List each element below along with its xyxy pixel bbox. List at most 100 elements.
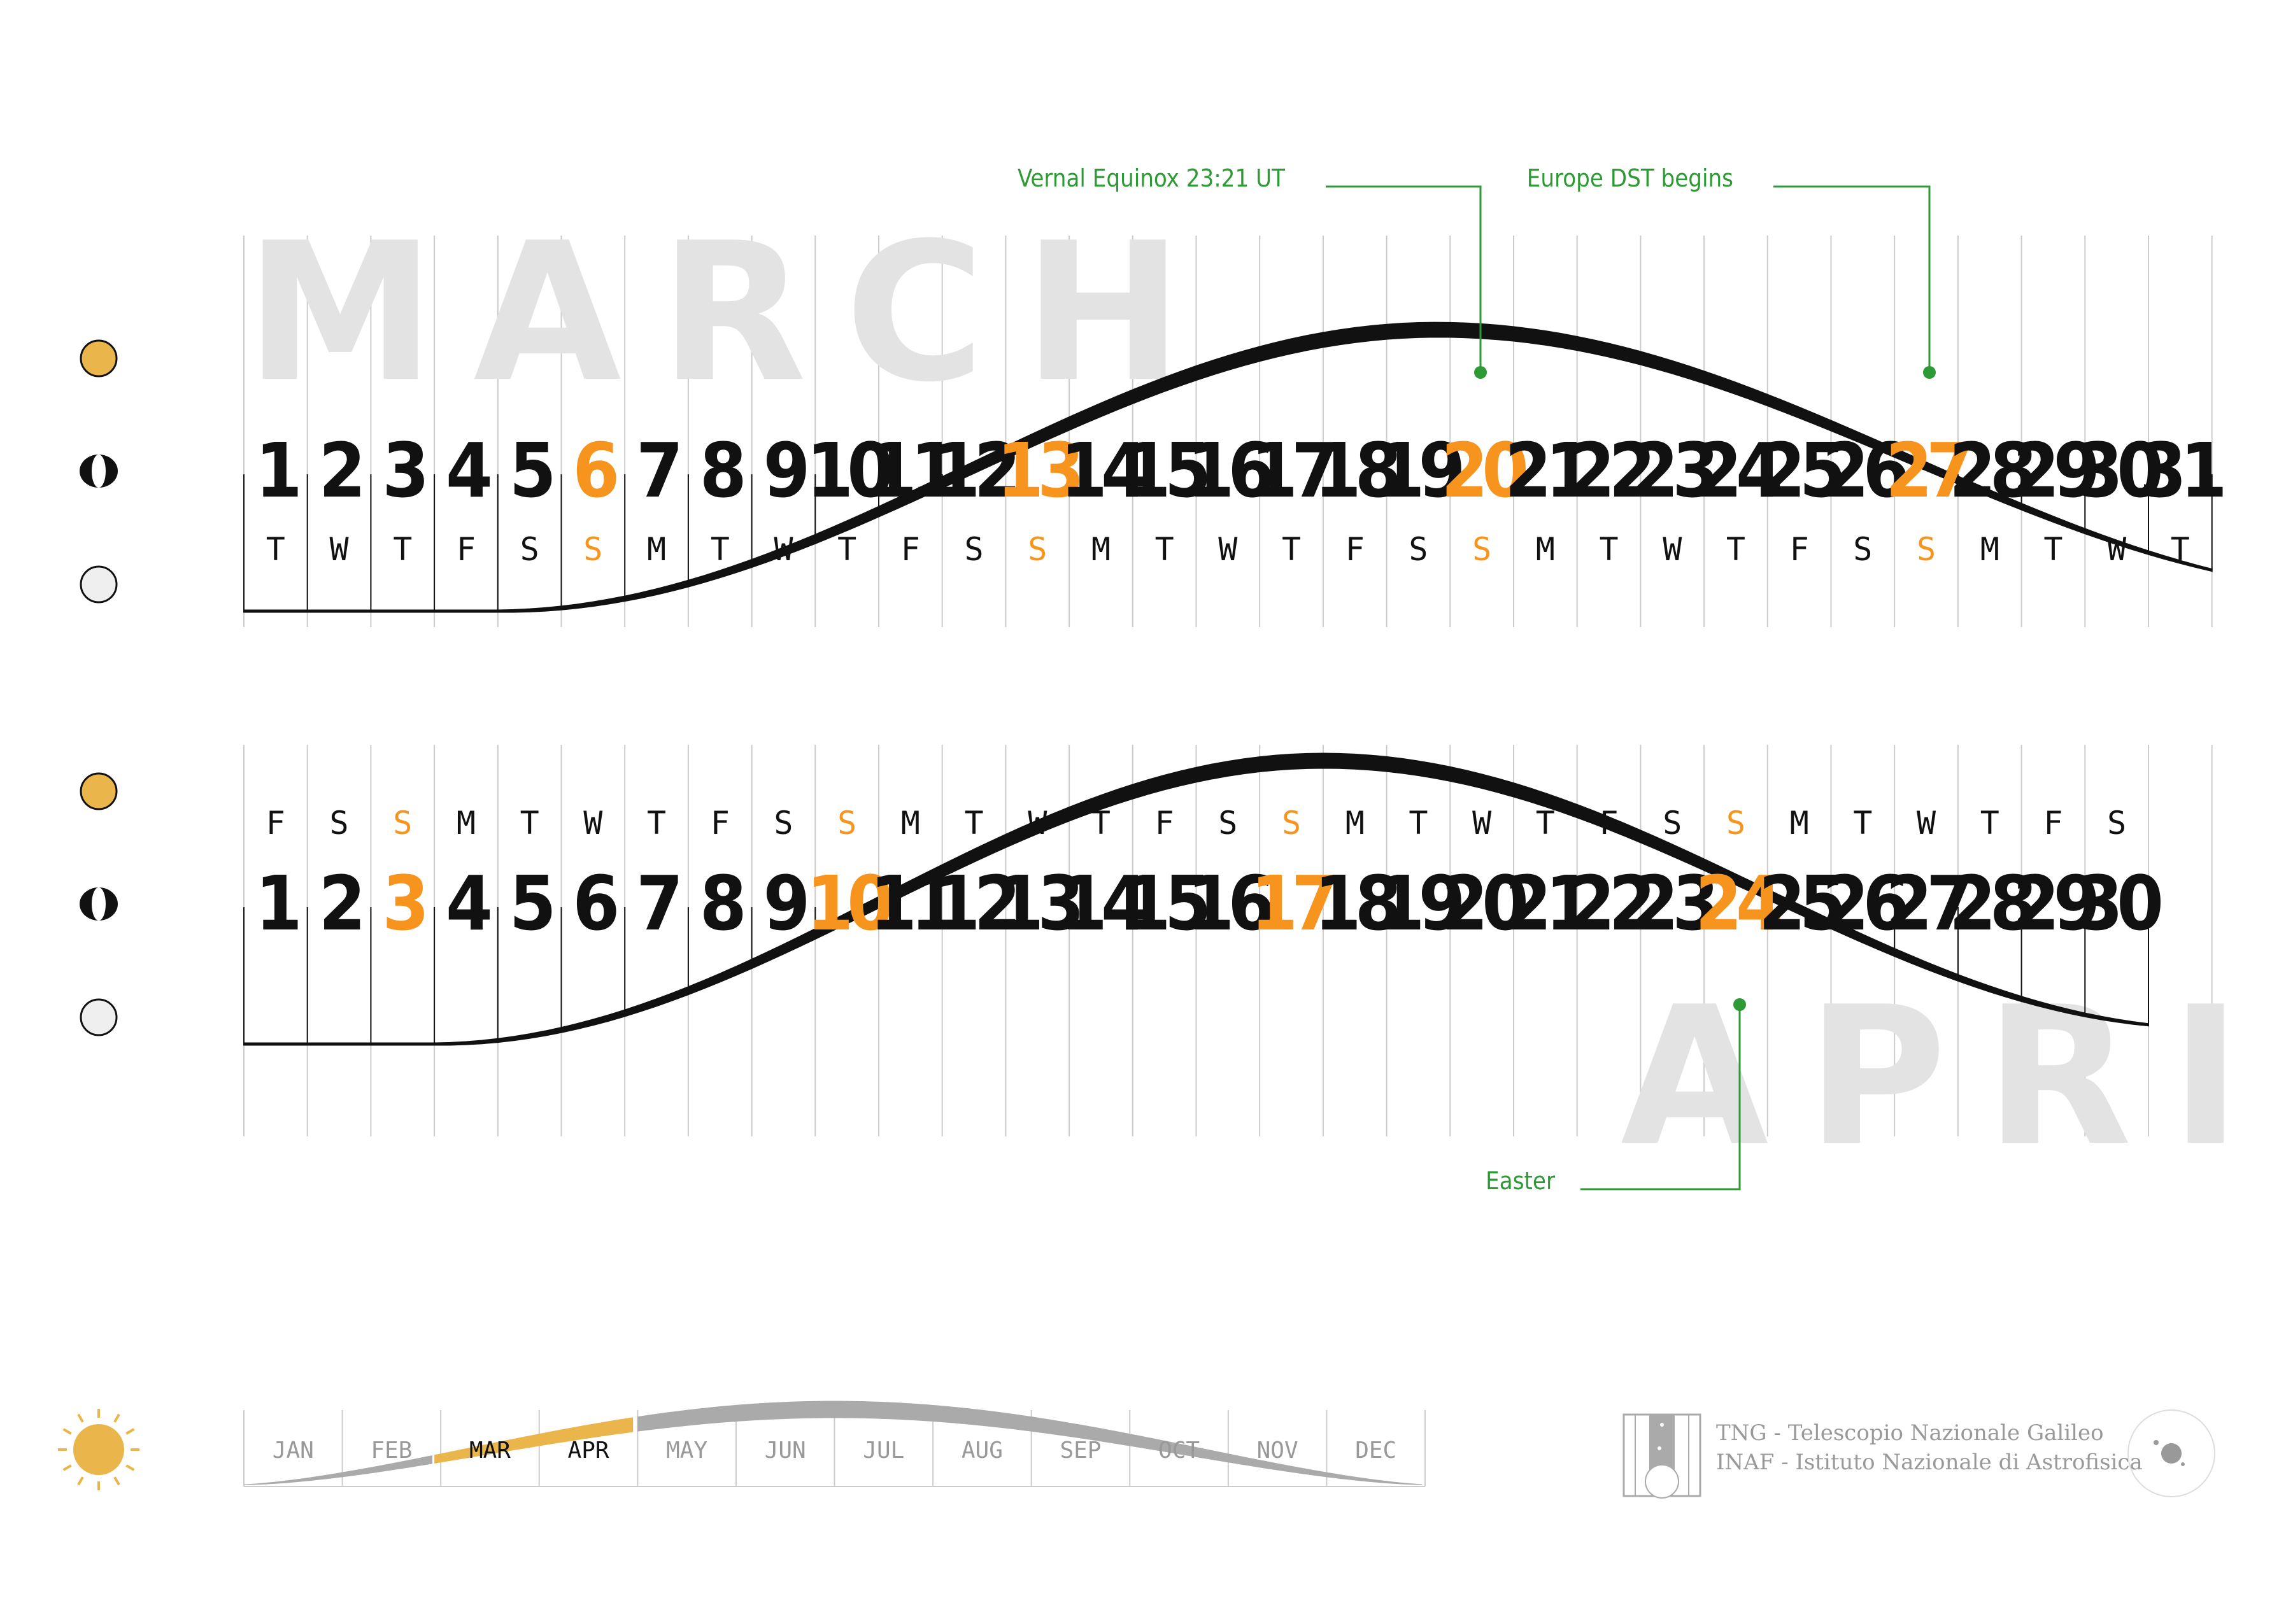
weekday-letter: W [1663, 531, 1682, 568]
day-number: 5 [509, 427, 552, 514]
day-number: 6 [572, 859, 616, 947]
day-number: 12 [934, 859, 1016, 947]
month-tab-jul[interactable]: JUL [863, 1437, 904, 1464]
day-number: 19 [1378, 427, 1462, 514]
day-number: 8 [700, 427, 743, 514]
day-number: 11 [870, 427, 953, 514]
day-number: 20 [1441, 859, 1526, 947]
weekday-letter: F [901, 531, 920, 568]
weekday-letter: W [583, 805, 603, 842]
month-tab-may[interactable]: MAY [666, 1437, 707, 1464]
day-number: 24 [1695, 427, 1780, 514]
weekday-letter: F [1599, 805, 1618, 842]
day-number: 4 [446, 859, 490, 947]
day-number: 13 [997, 427, 1079, 514]
weekday-letter: S [2107, 805, 2126, 842]
day-number: 20 [1441, 427, 1526, 514]
day-number: 18 [1314, 859, 1398, 947]
institution-line-1: TNG - Telescopio Nazionale Galileo [1716, 1420, 2104, 1446]
day-number: 7 [636, 859, 678, 947]
weekday-letter: S [1472, 531, 1491, 568]
weekday-letter: T [1536, 805, 1555, 842]
day-number: 17 [1251, 427, 1333, 514]
day-number: 21 [1505, 859, 1588, 947]
day-number: 25 [1759, 427, 1842, 514]
weekday-letter: T [1155, 531, 1174, 568]
year-strip: JAN FEB MAR APR MAY JUN JUL AUG SEP OCT NOV DEC [243, 1401, 1426, 1487]
month-tab-apr[interactable]: APR [568, 1437, 609, 1464]
month-tab-mar[interactable]: MAR [469, 1437, 511, 1464]
weekday-letter: F [266, 805, 285, 842]
sun-icon [58, 1409, 139, 1490]
april-day-row: 1F2S3S4M5T6W7T8F9S10S11M12T13W14T15F16S1… [255, 805, 2167, 947]
day-number: 22 [1568, 859, 1651, 947]
full-moon-icon [80, 772, 118, 810]
full-moon-icon [80, 339, 118, 378]
weekday-letter: S [1726, 805, 1745, 842]
weekday-letter: T [266, 531, 285, 568]
month-tab-jun[interactable]: JUN [765, 1437, 806, 1464]
weekday-letter: W [774, 531, 793, 568]
day-number: 30 [2076, 859, 2161, 947]
weekday-letter: M [901, 805, 920, 842]
day-number: 23 [1631, 427, 1714, 514]
month-tab-sep[interactable]: SEP [1060, 1437, 1101, 1464]
weekday-letter: T [647, 805, 666, 842]
month-tab-aug[interactable]: AUG [962, 1437, 1003, 1464]
day-number: 26 [1822, 859, 1906, 947]
weekday-letter: S [964, 531, 983, 568]
new-moon-icon [80, 998, 118, 1036]
day-number: 10 [806, 859, 891, 947]
weekday-letter: F [2043, 805, 2062, 842]
weekday-letter: F [1790, 531, 1809, 568]
moon-illumination-band [243, 752, 2149, 1046]
weekday-letter: T [1726, 531, 1745, 568]
day-number: 11 [870, 859, 953, 947]
weekday-letter: M [1345, 805, 1365, 842]
weekday-letter: S [1282, 805, 1301, 842]
weekday-letter: T [711, 531, 730, 568]
day-number: 21 [1505, 427, 1588, 514]
day-number: 23 [1631, 859, 1714, 947]
day-number: 5 [509, 859, 552, 947]
day-number: 19 [1378, 859, 1462, 947]
day-number: 29 [2013, 427, 2097, 514]
day-number: 16 [1187, 427, 1272, 514]
month-tab-oct[interactable]: OCT [1158, 1437, 1200, 1464]
weekday-letter: S [1409, 531, 1428, 568]
equinox-label: Vernal Equinox 23:21 UT [1018, 164, 1285, 192]
weekday-letter: W [2107, 531, 2127, 568]
dst-marker [1923, 366, 1936, 379]
day-number: 3 [382, 859, 424, 947]
month-tab-dec[interactable]: DEC [1355, 1437, 1396, 1464]
day-number: 12 [934, 427, 1016, 514]
weekday-letter: S [1663, 805, 1682, 842]
day-number: 1 [255, 859, 298, 947]
day-number: 9 [763, 427, 807, 514]
march-grid [243, 236, 2213, 627]
month-tab-nov[interactable]: NOV [1257, 1437, 1298, 1464]
day-number: 26 [1822, 427, 1906, 514]
weekday-letter: T [1409, 805, 1428, 842]
april-grid [243, 745, 2213, 1136]
weekday-letter: S [1917, 531, 1936, 568]
weekday-letter: T [1980, 805, 1999, 842]
half-moon-icon [80, 455, 118, 488]
weekday-letter: T [964, 805, 983, 842]
april-name-watermark: APRIL [1621, 966, 2279, 1188]
sun-curve-current [434, 1417, 634, 1464]
month-tab-jan[interactable]: JAN [273, 1437, 314, 1464]
day-number: 30 [2076, 427, 2161, 514]
day-number: 27 [1885, 427, 1968, 514]
weekday-letter: T [1282, 531, 1301, 568]
weekday-letter: W [1218, 531, 1238, 568]
april-phase-legend [80, 772, 118, 1036]
day-number: 16 [1187, 859, 1272, 947]
day-number: 18 [1314, 427, 1398, 514]
month-tab-feb[interactable]: FEB [371, 1437, 412, 1464]
weekday-letter: W [1028, 805, 1047, 842]
day-number: 1 [255, 427, 298, 514]
half-moon-icon [80, 887, 118, 921]
sun-curve-future [637, 1401, 1423, 1485]
weekday-letter: T [520, 805, 539, 842]
